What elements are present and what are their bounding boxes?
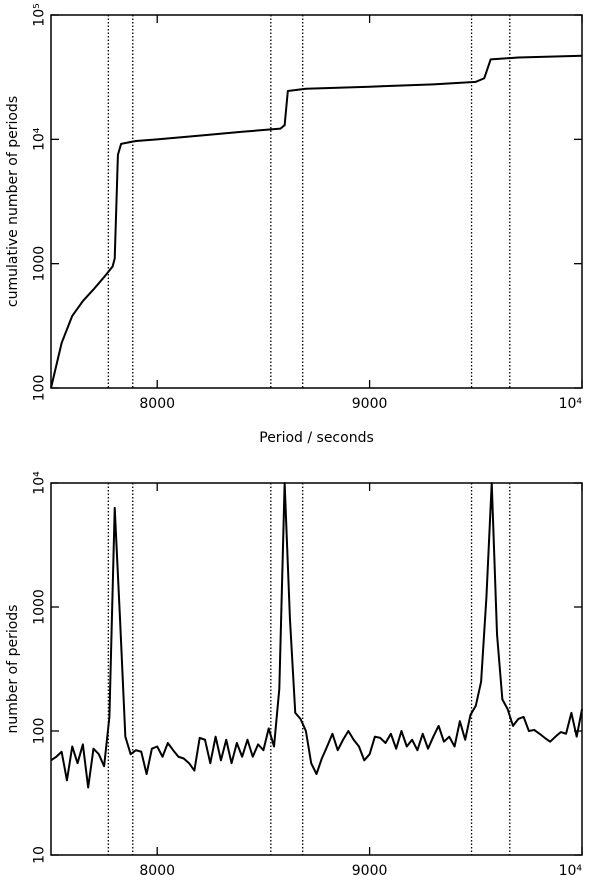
y-tick-label: 100 (32, 718, 48, 745)
y-axis-label: number of periods (5, 605, 21, 734)
x-tick-label: 9000 (352, 396, 388, 412)
plot-frame (50, 14, 583, 389)
x-tick-label: 10⁴ (559, 396, 583, 412)
x-axis-label: Period / seconds (259, 430, 374, 446)
y-tick-label: 10 (32, 846, 48, 864)
x-tick-label: 8000 (139, 396, 175, 412)
y-axis-label: cumulative number of periods (5, 96, 21, 307)
plot-frame (50, 482, 583, 856)
y-tick-label: 100 (32, 375, 48, 402)
data-line (50, 54, 583, 389)
x-tick-label: 8000 (139, 863, 175, 876)
x-tick-label: 9000 (352, 863, 388, 876)
y-tick-label: 10⁴ (32, 127, 48, 151)
x-tick-label: 10⁴ (559, 863, 583, 876)
y-tick-label: 10⁴ (32, 471, 48, 495)
y-tick-label: 1000 (32, 246, 48, 282)
y-tick-label: 10⁵ (32, 3, 48, 26)
data-line (50, 482, 583, 789)
y-tick-label: 1000 (32, 589, 48, 625)
